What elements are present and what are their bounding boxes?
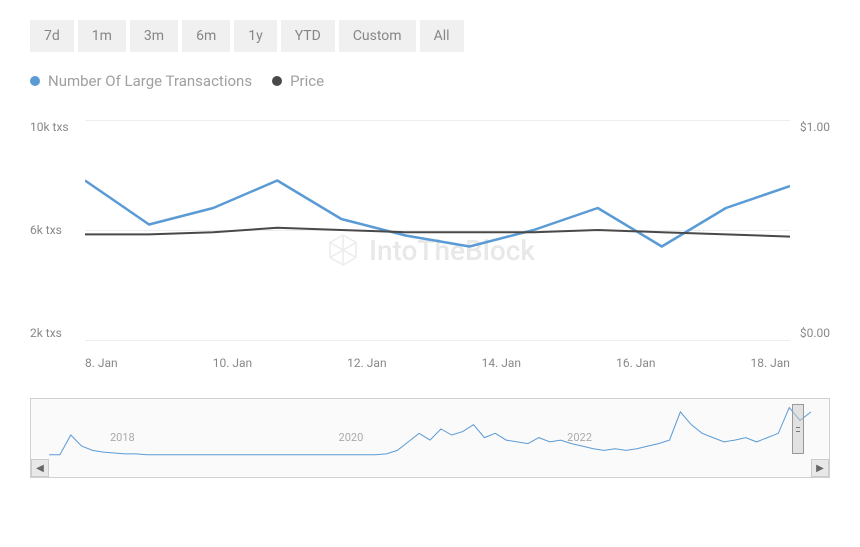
tab-all[interactable]: All — [420, 20, 464, 52]
x-tick: 14. Jan — [482, 356, 521, 370]
tab-7d[interactable]: 7d — [30, 20, 74, 52]
legend-dot-transactions — [30, 76, 40, 86]
y-left-tick: 10k txs — [30, 120, 69, 134]
mini-scroll-left-button[interactable]: ◀ — [31, 459, 49, 477]
main-chart: IntoTheBlock 10k txs 6k txs 2k txs $1.00… — [30, 120, 830, 380]
tab-ytd[interactable]: YTD — [281, 20, 335, 52]
legend-item-price[interactable]: Price — [272, 72, 324, 90]
x-tick: 8. Jan — [85, 356, 118, 370]
x-tick: 16. Jan — [616, 356, 655, 370]
legend-dot-price — [272, 76, 282, 86]
y-right-tick: $1.00 — [800, 120, 830, 134]
legend: Number Of Large Transactions Price — [30, 72, 830, 90]
y-left-tick: 2k txs — [30, 326, 69, 340]
mini-scroll-right-button[interactable]: ▶ — [811, 459, 829, 477]
y-axis-right: $1.00 $0.00 — [800, 120, 830, 340]
mini-chart-plot: 2018 2020 2022 — [49, 399, 811, 459]
mini-chart-line — [49, 399, 811, 459]
x-tick: 12. Jan — [347, 356, 386, 370]
legend-label-price: Price — [290, 72, 324, 90]
x-tick: 10. Jan — [213, 356, 252, 370]
legend-item-transactions[interactable]: Number Of Large Transactions — [30, 72, 252, 90]
legend-label-transactions: Number Of Large Transactions — [48, 72, 252, 90]
tab-custom[interactable]: Custom — [339, 20, 416, 52]
tab-1y[interactable]: 1y — [234, 20, 277, 52]
y-left-tick: 6k txs — [30, 223, 69, 237]
plot-area — [85, 120, 790, 340]
mini-range-handle[interactable] — [792, 404, 804, 454]
x-tick: 18. Jan — [751, 356, 790, 370]
chart-lines — [85, 120, 790, 340]
time-range-tabs: 7d 1m 3m 6m 1y YTD Custom All — [30, 20, 830, 52]
y-right-tick: $0.00 — [800, 326, 830, 340]
tab-1m[interactable]: 1m — [78, 20, 126, 52]
tab-6m[interactable]: 6m — [182, 20, 230, 52]
y-axis-left: 10k txs 6k txs 2k txs — [30, 120, 69, 340]
mini-chart-navigator[interactable]: 2018 2020 2022 ◀ ▶ — [30, 398, 830, 478]
x-axis: 8. Jan 10. Jan 12. Jan 14. Jan 16. Jan 1… — [85, 356, 790, 370]
tab-3m[interactable]: 3m — [130, 20, 178, 52]
